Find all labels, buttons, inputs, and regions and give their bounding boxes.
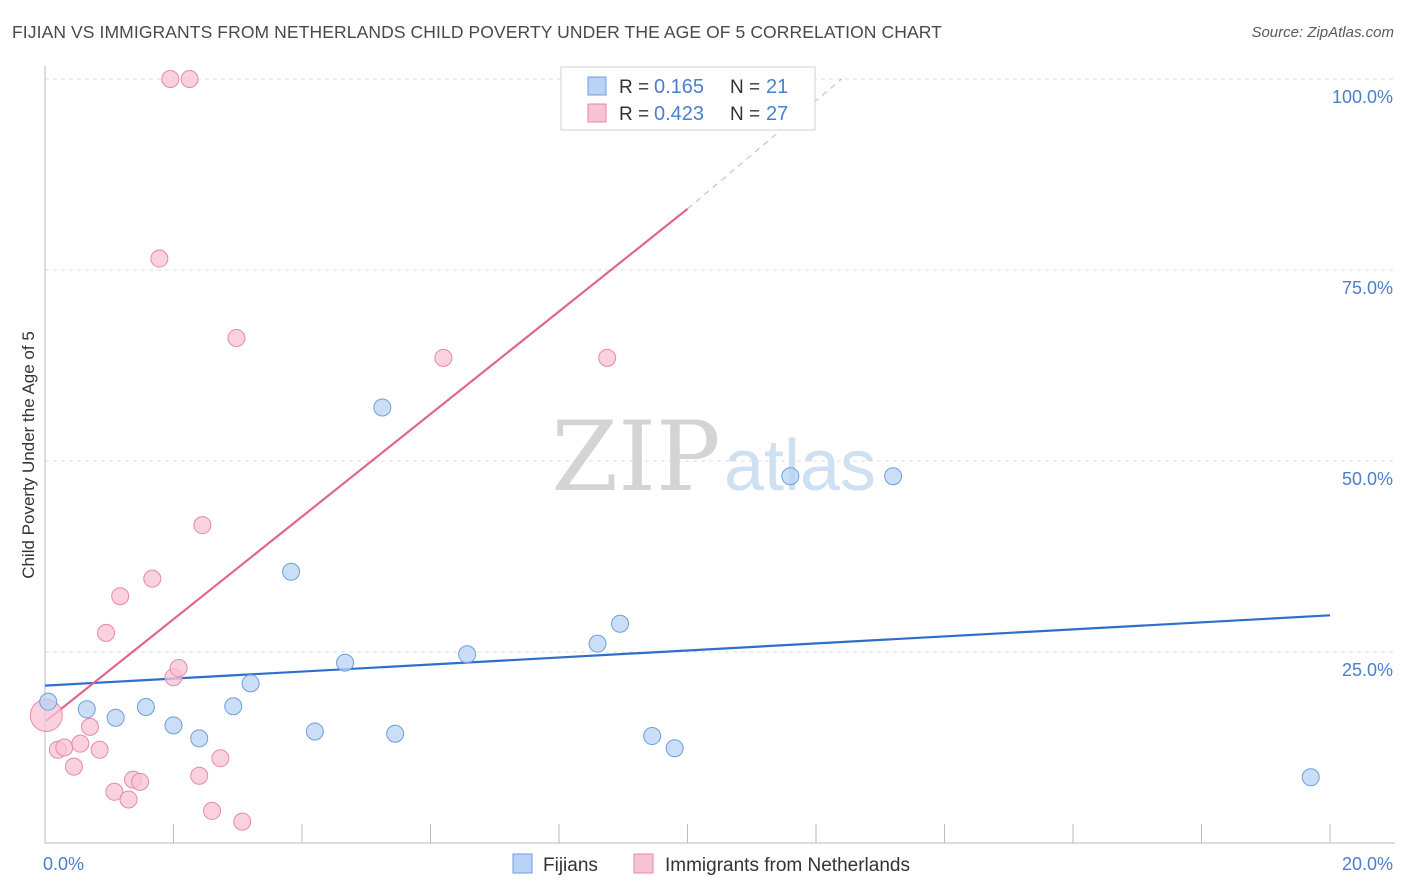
- y-tick-label-100: 100.0%: [1332, 87, 1393, 107]
- stats-r-label-blue: R =: [619, 77, 649, 98]
- stats-r-value-blue: 0.165: [654, 76, 704, 98]
- point-blue-19: [884, 467, 903, 486]
- point-blue-4: [164, 716, 183, 735]
- legend-swatch-pink: [633, 853, 654, 874]
- point-pink-23: [227, 328, 246, 347]
- point-pink-10: [119, 790, 138, 809]
- y-axis-label: Child Poverty Under the Age of 5: [19, 331, 38, 579]
- point-blue-17: [665, 739, 684, 758]
- point-pink-15: [161, 70, 180, 88]
- point-pink-26: [598, 348, 617, 367]
- watermark-zip: ZIP: [551, 401, 720, 513]
- point-pink-12: [131, 772, 150, 791]
- watermark-atlas: atlas: [724, 426, 876, 506]
- point-pink-9: [111, 587, 130, 606]
- point-blue-14: [588, 634, 607, 653]
- point-blue-12: [386, 724, 405, 743]
- point-blue-8: [282, 562, 301, 581]
- point-blue-9: [305, 722, 324, 741]
- point-blue-15: [611, 614, 630, 633]
- trend-line-pink: [45, 208, 689, 722]
- point-blue-0: [39, 692, 58, 711]
- y-tick-label-25: 25.0%: [1342, 660, 1393, 680]
- point-blue-16: [643, 727, 662, 746]
- legend-label-pink: Immigrants from Netherlands: [665, 855, 910, 876]
- point-pink-8: [105, 782, 124, 801]
- stats-n-value-pink: 27: [766, 103, 788, 125]
- point-pink-19: [190, 766, 209, 785]
- y-tick-label-50: 50.0%: [1342, 469, 1393, 489]
- point-pink-14: [150, 249, 169, 268]
- point-pink-6: [90, 740, 109, 759]
- point-blue-1: [77, 700, 96, 719]
- point-pink-22: [211, 749, 230, 768]
- point-blue-11: [373, 398, 392, 417]
- point-pink-2: [55, 738, 74, 757]
- point-blue-3: [136, 698, 155, 717]
- point-blue-2: [106, 708, 125, 727]
- point-pink-17: [169, 659, 188, 678]
- stats-r-value-pink: 0.423: [654, 103, 704, 125]
- trend-lines: [44, 78, 1331, 722]
- y-tick-label-75: 75.0%: [1342, 278, 1393, 298]
- x-tick-label-right: 20.0%: [1342, 854, 1393, 874]
- stats-swatch-blue: [587, 76, 607, 96]
- tick-labels: 25.0% 50.0% 75.0% 100.0% 0.0% 20.0%: [43, 87, 1393, 874]
- stats-n-label-blue: N =: [730, 77, 760, 98]
- data-points: [29, 70, 1320, 831]
- chart-title: FIJIAN VS IMMIGRANTS FROM NETHERLANDS CH…: [12, 22, 942, 42]
- point-pink-3: [64, 757, 83, 776]
- point-blue-18: [781, 467, 800, 486]
- point-pink-7: [97, 623, 116, 642]
- legend-swatch-blue: [512, 853, 533, 874]
- watermark: ZIP atlas: [551, 401, 876, 513]
- point-blue-5: [190, 729, 209, 748]
- trend-extension-pink: [687, 78, 843, 210]
- stats-r-label-pink: R =: [619, 104, 649, 125]
- point-pink-20: [193, 516, 212, 535]
- gridlines: [45, 78, 1395, 653]
- point-pink-24: [233, 812, 252, 831]
- point-blue-6: [224, 697, 243, 716]
- point-blue-13: [458, 645, 477, 664]
- point-pink-25: [434, 348, 453, 367]
- legend-label-blue: Fijians: [543, 855, 598, 876]
- stats-legend: R = 0.165 N = 21 R = 0.423 N = 27: [560, 66, 816, 131]
- point-pink-4: [71, 734, 90, 753]
- point-pink-13: [143, 569, 162, 588]
- point-pink-5: [80, 717, 99, 736]
- stats-n-value-blue: 21: [766, 76, 788, 98]
- point-blue-10: [336, 653, 355, 672]
- source-credit: Source: ZipAtlas.com: [1251, 24, 1394, 41]
- stats-swatch-pink: [587, 103, 607, 123]
- x-tick-label-left: 0.0%: [43, 854, 84, 874]
- point-pink-18: [180, 70, 199, 88]
- series-legend: Fijians Immigrants from Netherlands: [512, 853, 910, 876]
- trend-line-blue: [44, 614, 1331, 687]
- point-blue-20: [1301, 768, 1320, 787]
- point-pink-21: [203, 801, 222, 820]
- point-blue-7: [241, 674, 260, 693]
- stats-n-label-pink: N =: [730, 104, 760, 125]
